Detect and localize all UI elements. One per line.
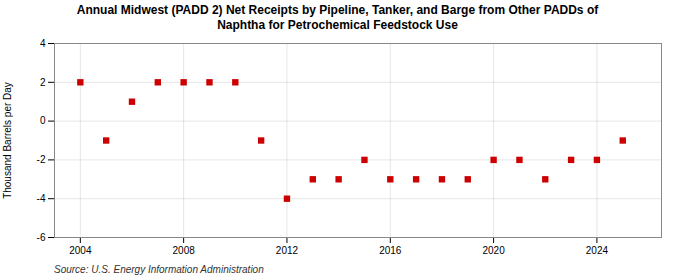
svg-text:2012: 2012: [276, 245, 299, 256]
svg-text:Thousand Barrels per Day: Thousand Barrels per Day: [2, 82, 13, 199]
svg-text:-4: -4: [37, 193, 46, 204]
svg-text:2008: 2008: [173, 245, 196, 256]
svg-text:2020: 2020: [482, 245, 505, 256]
svg-text:2: 2: [40, 77, 46, 88]
svg-text:-2: -2: [37, 154, 46, 165]
svg-text:-6: -6: [37, 232, 46, 243]
html-text:Annual Midwest (PADD 2) Net Re: Annual Midwest (PADD 2) Net Receipts by …: [76, 3, 599, 32]
svg-text:2024: 2024: [586, 245, 609, 256]
html-text:Source: U.S. Energy Informatio: Source: U.S. Energy Information Administ…: [54, 264, 264, 275]
svg-text:4: 4: [40, 38, 46, 49]
svg-text:0: 0: [40, 115, 46, 126]
svg-text:2004: 2004: [69, 245, 92, 256]
svg-text:2016: 2016: [379, 245, 402, 256]
